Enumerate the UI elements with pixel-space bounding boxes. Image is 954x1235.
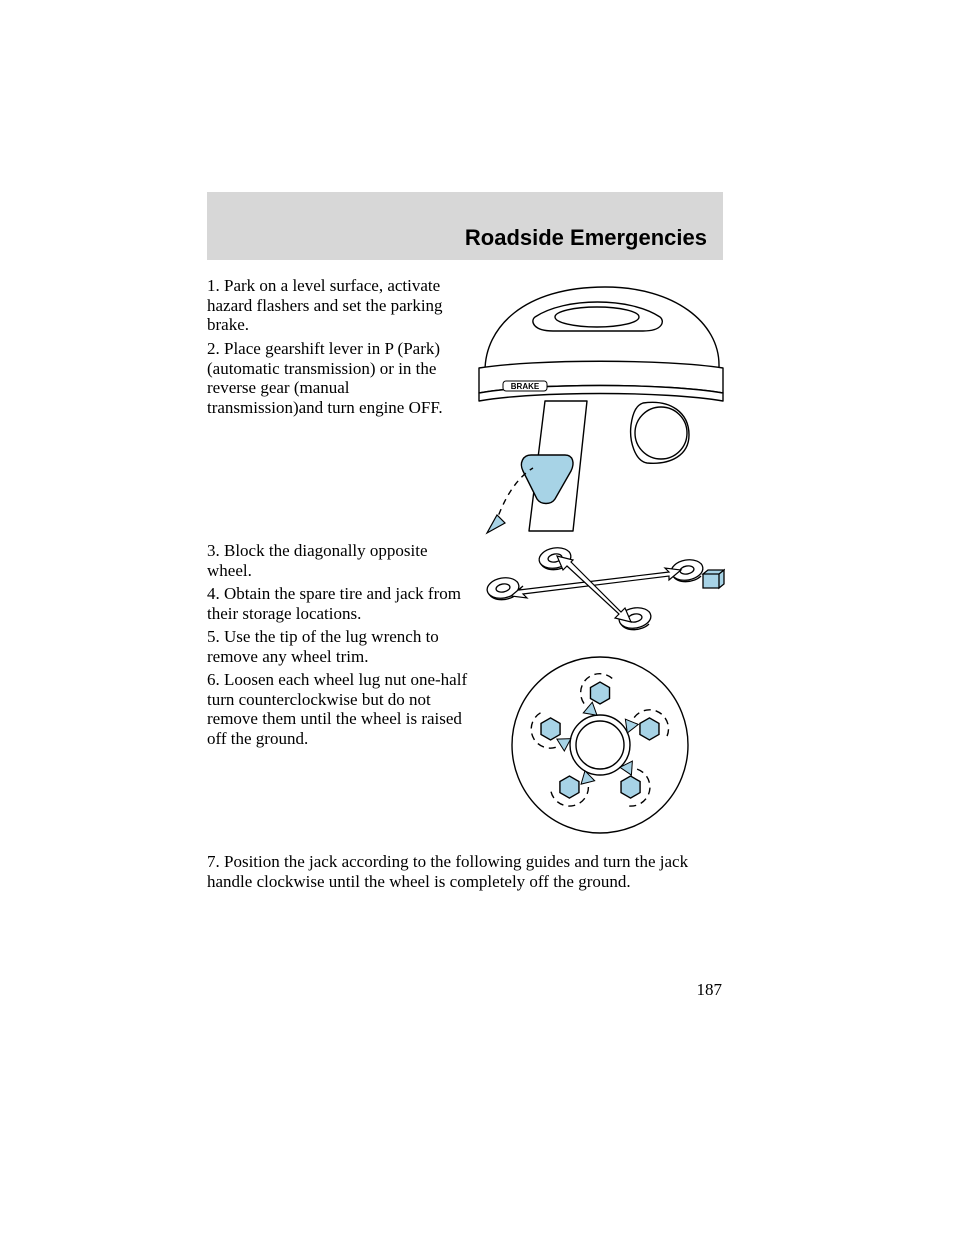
step-7-text: 7. Position the jack according to the fo… xyxy=(207,852,723,891)
step-2-text: 2. Place gearshift lever in P (Park) (au… xyxy=(207,339,467,418)
wheel-block xyxy=(703,570,724,588)
section-header: Roadside Emergencies xyxy=(207,192,723,260)
section-title: Roadside Emergencies xyxy=(465,225,707,251)
lug-nut-diagram xyxy=(500,645,700,845)
lug-nut xyxy=(621,776,640,798)
page-number: 187 xyxy=(697,980,723,1000)
step-5-text: 5. Use the tip of the lug wrench to remo… xyxy=(207,627,467,666)
lug-nut xyxy=(560,776,579,798)
brake-label: BRAKE xyxy=(511,382,540,391)
step-3-text: 3. Block the diagonally opposite wheel. xyxy=(207,541,462,580)
lug-nut xyxy=(541,718,560,740)
brake-pedal-diagram: BRAKE xyxy=(475,273,725,536)
wheel-block-diagram xyxy=(475,540,725,640)
step-1-text: 1. Park on a level surface, activate haz… xyxy=(207,276,467,335)
lug-nut xyxy=(590,682,609,704)
step-4-text: 4. Obtain the spare tire and jack from t… xyxy=(207,584,462,623)
lug-nut xyxy=(640,718,659,740)
step-6-text: 6. Loosen each wheel lug nut one-half tu… xyxy=(207,670,472,749)
page-root: Roadside Emergencies 1. Park on a level … xyxy=(0,0,954,1235)
